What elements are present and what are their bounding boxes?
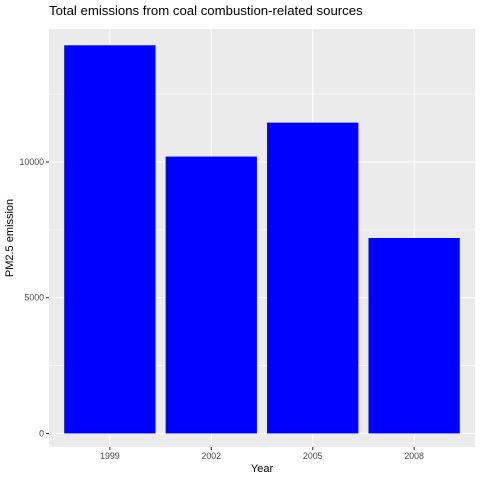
bar-2008: [368, 238, 460, 434]
x-axis-title: Year: [251, 463, 274, 475]
x-tick-label: 2002: [201, 451, 221, 461]
y-tick-label: 5000: [24, 293, 44, 303]
bar-1999: [64, 45, 156, 434]
bar-2002: [165, 156, 257, 434]
chart-title: Total emissions from coal combustion-rel…: [49, 3, 363, 18]
x-tick-label: 2005: [303, 451, 323, 461]
x-tick-label: 2008: [404, 451, 424, 461]
x-tick-label: 1999: [100, 451, 120, 461]
y-tick-label: 0: [39, 428, 44, 438]
y-axis-title: PM2.5 emission: [4, 199, 16, 277]
x-axis: 1999 2002 2005 2008: [100, 447, 424, 461]
y-axis: 0 5000 10000: [20, 157, 49, 438]
bars: [64, 45, 460, 434]
y-tick-label: 10000: [20, 157, 45, 167]
bar-2005: [267, 122, 359, 434]
